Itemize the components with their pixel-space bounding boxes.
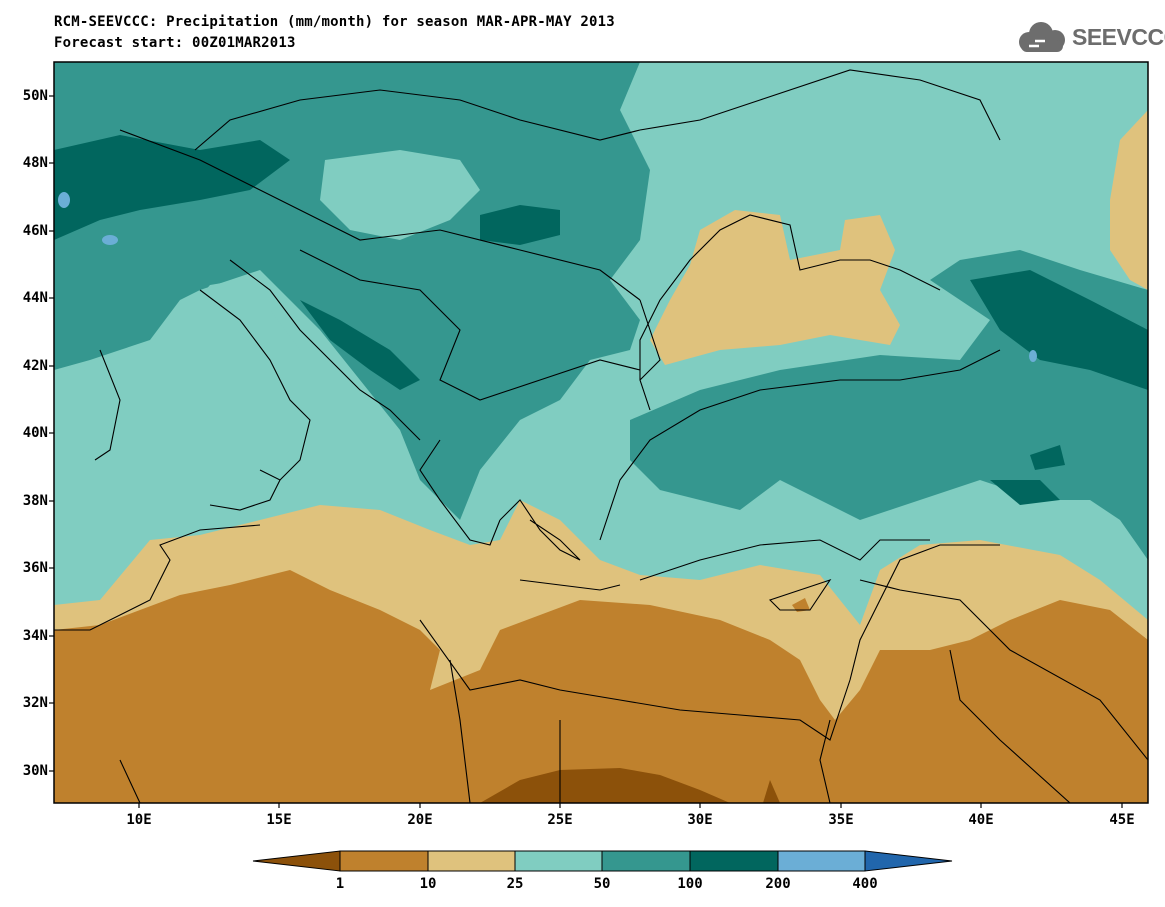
colorbar-swatch-1-10 [339, 850, 429, 872]
colorbar-label: 25 [506, 876, 524, 892]
colorbar-label: 200 [765, 876, 791, 892]
region-200-400-spot [102, 235, 118, 245]
lat-label: 48N [22, 155, 48, 171]
colorbar-swatch-gt400 [864, 850, 953, 872]
colorbar-label: 100 [677, 876, 703, 892]
region-100-200-turkey-east [990, 480, 1060, 505]
lat-label: 34N [22, 628, 48, 644]
region-100-200-turkey-spot [1030, 445, 1065, 470]
region-100-200-alps [54, 135, 290, 240]
lat-label: 32N [22, 695, 48, 711]
forecast-start-label: Forecast start: 00Z01MAR2013 [54, 35, 296, 51]
region-lt1-south [480, 768, 730, 803]
lat-label: 38N [22, 493, 48, 509]
region-lt1-spot [763, 780, 780, 803]
colorbar-swatch-200-400 [777, 850, 866, 872]
coastlines [54, 69, 1148, 803]
region-100-200-caucasus [970, 270, 1148, 390]
lat-label: 50N [22, 88, 48, 104]
colorbar-swatch-25-50 [514, 850, 603, 872]
region-100-200-carpathians [480, 205, 560, 245]
colorbar-label: 400 [852, 876, 878, 892]
colorbar-swatch-100-200 [689, 850, 779, 872]
logo-text: SEEVCCC [1072, 24, 1165, 50]
lon-label: 30E [687, 812, 713, 828]
lat-label: 42N [22, 358, 48, 374]
lat-label: 44N [22, 290, 48, 306]
lon-label: 10E [126, 812, 152, 828]
lon-label: 20E [407, 812, 433, 828]
lat-ticks [49, 95, 54, 772]
region-1-10-sahara [54, 570, 1148, 803]
lat-label: 40N [22, 425, 48, 441]
lon-label: 15E [266, 812, 292, 828]
cloud-logo-icon [1019, 22, 1065, 52]
region-100-200-dinarics [300, 300, 420, 390]
lon-label: 25E [547, 812, 573, 828]
colorbar-swatch-50-100 [601, 850, 691, 872]
map-field [54, 62, 1148, 803]
colorbar-swatch-10-25 [427, 850, 516, 872]
region-25-50-hungary [320, 150, 480, 240]
colorbar-label: 10 [419, 876, 437, 892]
region-200-400-spot [58, 192, 70, 208]
region-10-25-black-sea [650, 210, 900, 365]
lon-label: 45E [1109, 812, 1135, 828]
lon-label: 40E [968, 812, 994, 828]
lat-label: 30N [22, 763, 48, 779]
region-25-50-italy [54, 280, 320, 480]
region-10-25-ne-corner [1110, 110, 1148, 290]
lat-label: 46N [22, 223, 48, 239]
colorbar-swatch-lt1 [252, 850, 341, 872]
lon-label: 35E [828, 812, 854, 828]
region-200-400-spot [1029, 350, 1037, 362]
map-title: RCM-SEEVCCC: Precipitation (mm/month) fo… [54, 14, 615, 30]
lat-label: 36N [22, 560, 48, 576]
lon-ticks [138, 803, 1123, 808]
colorbar [252, 850, 953, 872]
region-1-10-cyprus-spot [792, 598, 810, 612]
colorbar-label: 1 [335, 876, 345, 892]
colorbar-label: 50 [593, 876, 611, 892]
